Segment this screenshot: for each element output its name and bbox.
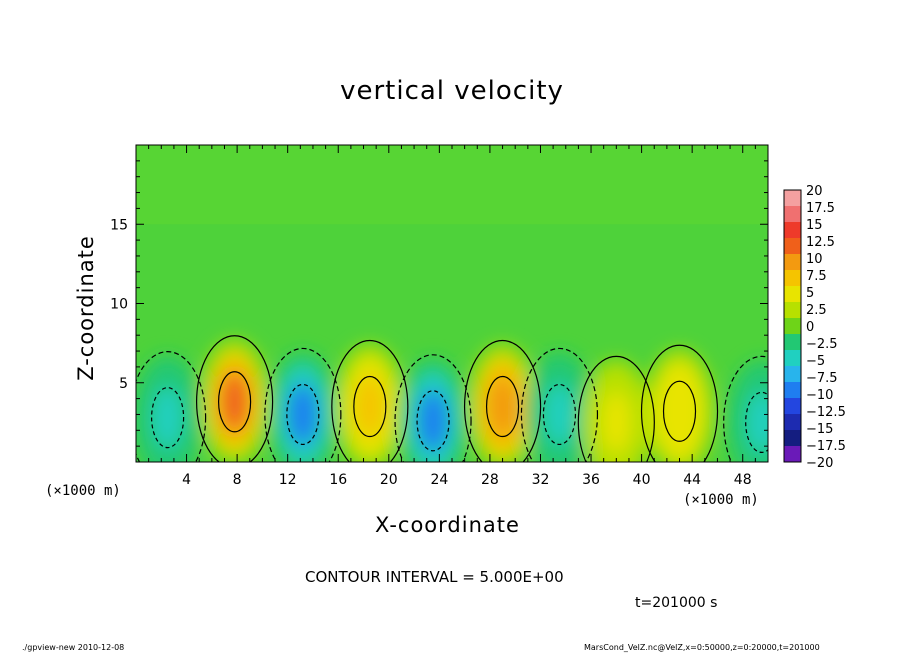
colorbar-label: −2.5: [806, 337, 838, 352]
contour-line: [520, 347, 599, 462]
contour-line: [264, 347, 342, 462]
colorbar-swatch: [784, 414, 801, 431]
contour-line-inner: [485, 375, 520, 438]
velocity-cell: [153, 386, 182, 449]
x-axis-label: X-coordinate: [375, 513, 520, 537]
colorbar-label: −15: [806, 422, 833, 437]
contour-line: [640, 344, 719, 462]
colorbar-swatch: [784, 318, 801, 335]
contour-line: [196, 335, 274, 462]
velocity-cell: [220, 370, 249, 433]
x-tick-label: 48: [734, 472, 752, 488]
x-tick-label: 8: [233, 472, 242, 488]
x-tick-label: 28: [481, 472, 499, 488]
x-tick-label: 32: [532, 472, 550, 488]
velocity-cell: [665, 380, 694, 443]
x-tick-label: 40: [633, 472, 651, 488]
contour-line: [136, 351, 207, 462]
x-tick-label: 20: [380, 472, 398, 488]
footer-source-label: MarsCond_VelZ.nc@VelZ,x=0:50000,z=0:2000…: [584, 643, 820, 652]
colorbar-label: 10: [806, 252, 823, 267]
contour-line: [331, 339, 409, 462]
colorbar-swatch: [784, 286, 801, 303]
colorbar-label: 7.5: [806, 269, 827, 284]
y-tick-label: 10: [110, 297, 128, 313]
colorbar-frame: [783, 189, 802, 463]
velocity-cell: [288, 383, 318, 446]
contour-line-inner: [151, 387, 185, 449]
colorbar-label: 0: [806, 320, 814, 335]
velocity-cell: [355, 375, 385, 438]
colorbar-label: −12.5: [806, 405, 846, 420]
colorbar-label: 12.5: [806, 235, 835, 250]
colorbar-swatch: [784, 206, 801, 223]
x-tick-label: 12: [279, 472, 297, 488]
colorbar-swatch: [784, 430, 801, 447]
velocity-cell: [747, 391, 768, 454]
contour-line-inner: [286, 383, 320, 446]
colorbar-label: 2.5: [806, 303, 827, 318]
x-tick-label: 16: [329, 472, 347, 488]
colorbar-label: 5: [806, 286, 814, 301]
colorbar-label: −5: [806, 354, 825, 369]
colorbar-swatch: [784, 350, 801, 367]
contour-line: [577, 355, 655, 462]
contour-line: [394, 354, 472, 462]
colorbar-label: 20: [806, 184, 823, 199]
footer-program-label: ./gpview-new 2010-12-08: [22, 643, 125, 652]
x-tick-label: 36: [582, 472, 600, 488]
contour-line-inner: [416, 390, 450, 452]
colorbar-swatch: [784, 238, 801, 255]
colorbar-swatch: [784, 222, 801, 239]
contour-line: [463, 339, 542, 462]
contour-line-inner: [217, 371, 252, 433]
colorbar-label: −20: [806, 456, 833, 471]
time-label: t=201000 s: [635, 595, 718, 611]
velocity-cell: [488, 375, 517, 438]
colorbar-swatch: [784, 398, 801, 415]
x-tick-label: 24: [430, 472, 448, 488]
x-tick-label: 4: [182, 472, 191, 488]
colorbar-label: 15: [806, 218, 823, 233]
colorbar-label: −7.5: [806, 371, 838, 386]
x-unit-label-right: (×1000 m): [683, 492, 759, 508]
velocity-cell: [545, 383, 574, 446]
colorbar-label: 17.5: [806, 201, 835, 216]
plot-upper-band: [136, 145, 768, 225]
contour-line: [723, 355, 768, 462]
chart-title: vertical velocity: [340, 76, 564, 106]
colorbar-swatch: [784, 302, 801, 319]
y-tick-label: 15: [110, 217, 128, 233]
contour-line-inner: [353, 375, 387, 438]
colorbar-swatch: [784, 334, 801, 351]
y-tick-label: 5: [119, 376, 128, 392]
velocity-cell: [602, 391, 631, 454]
x-unit-label-left: (×1000 m): [45, 483, 121, 499]
contour-line-inner: [542, 383, 577, 446]
plot-area: [136, 145, 768, 462]
contour-line-inner: [662, 380, 697, 442]
contour-interval-label: CONTOUR INTERVAL = 5.000E+00: [305, 568, 564, 586]
colorbar-swatch: [784, 446, 801, 463]
contour-line-inner: [745, 391, 768, 453]
colorbar: 20 17.5 15 12.5 10 7.5 5 2.5 0 −2.5 −5 −7.5 −10 −12.5…: [783, 184, 846, 471]
velocity-cell: [418, 389, 448, 452]
colorbar-label: −17.5: [806, 439, 846, 454]
colorbar-swatch: [784, 382, 801, 399]
colorbar-swatch: [784, 366, 801, 383]
x-tick-label: 44: [683, 472, 701, 488]
colorbar-label: −10: [806, 388, 833, 403]
colorbar-swatch: [784, 190, 801, 207]
colorbar-swatch: [784, 254, 801, 271]
colorbar-swatch: [784, 270, 801, 287]
